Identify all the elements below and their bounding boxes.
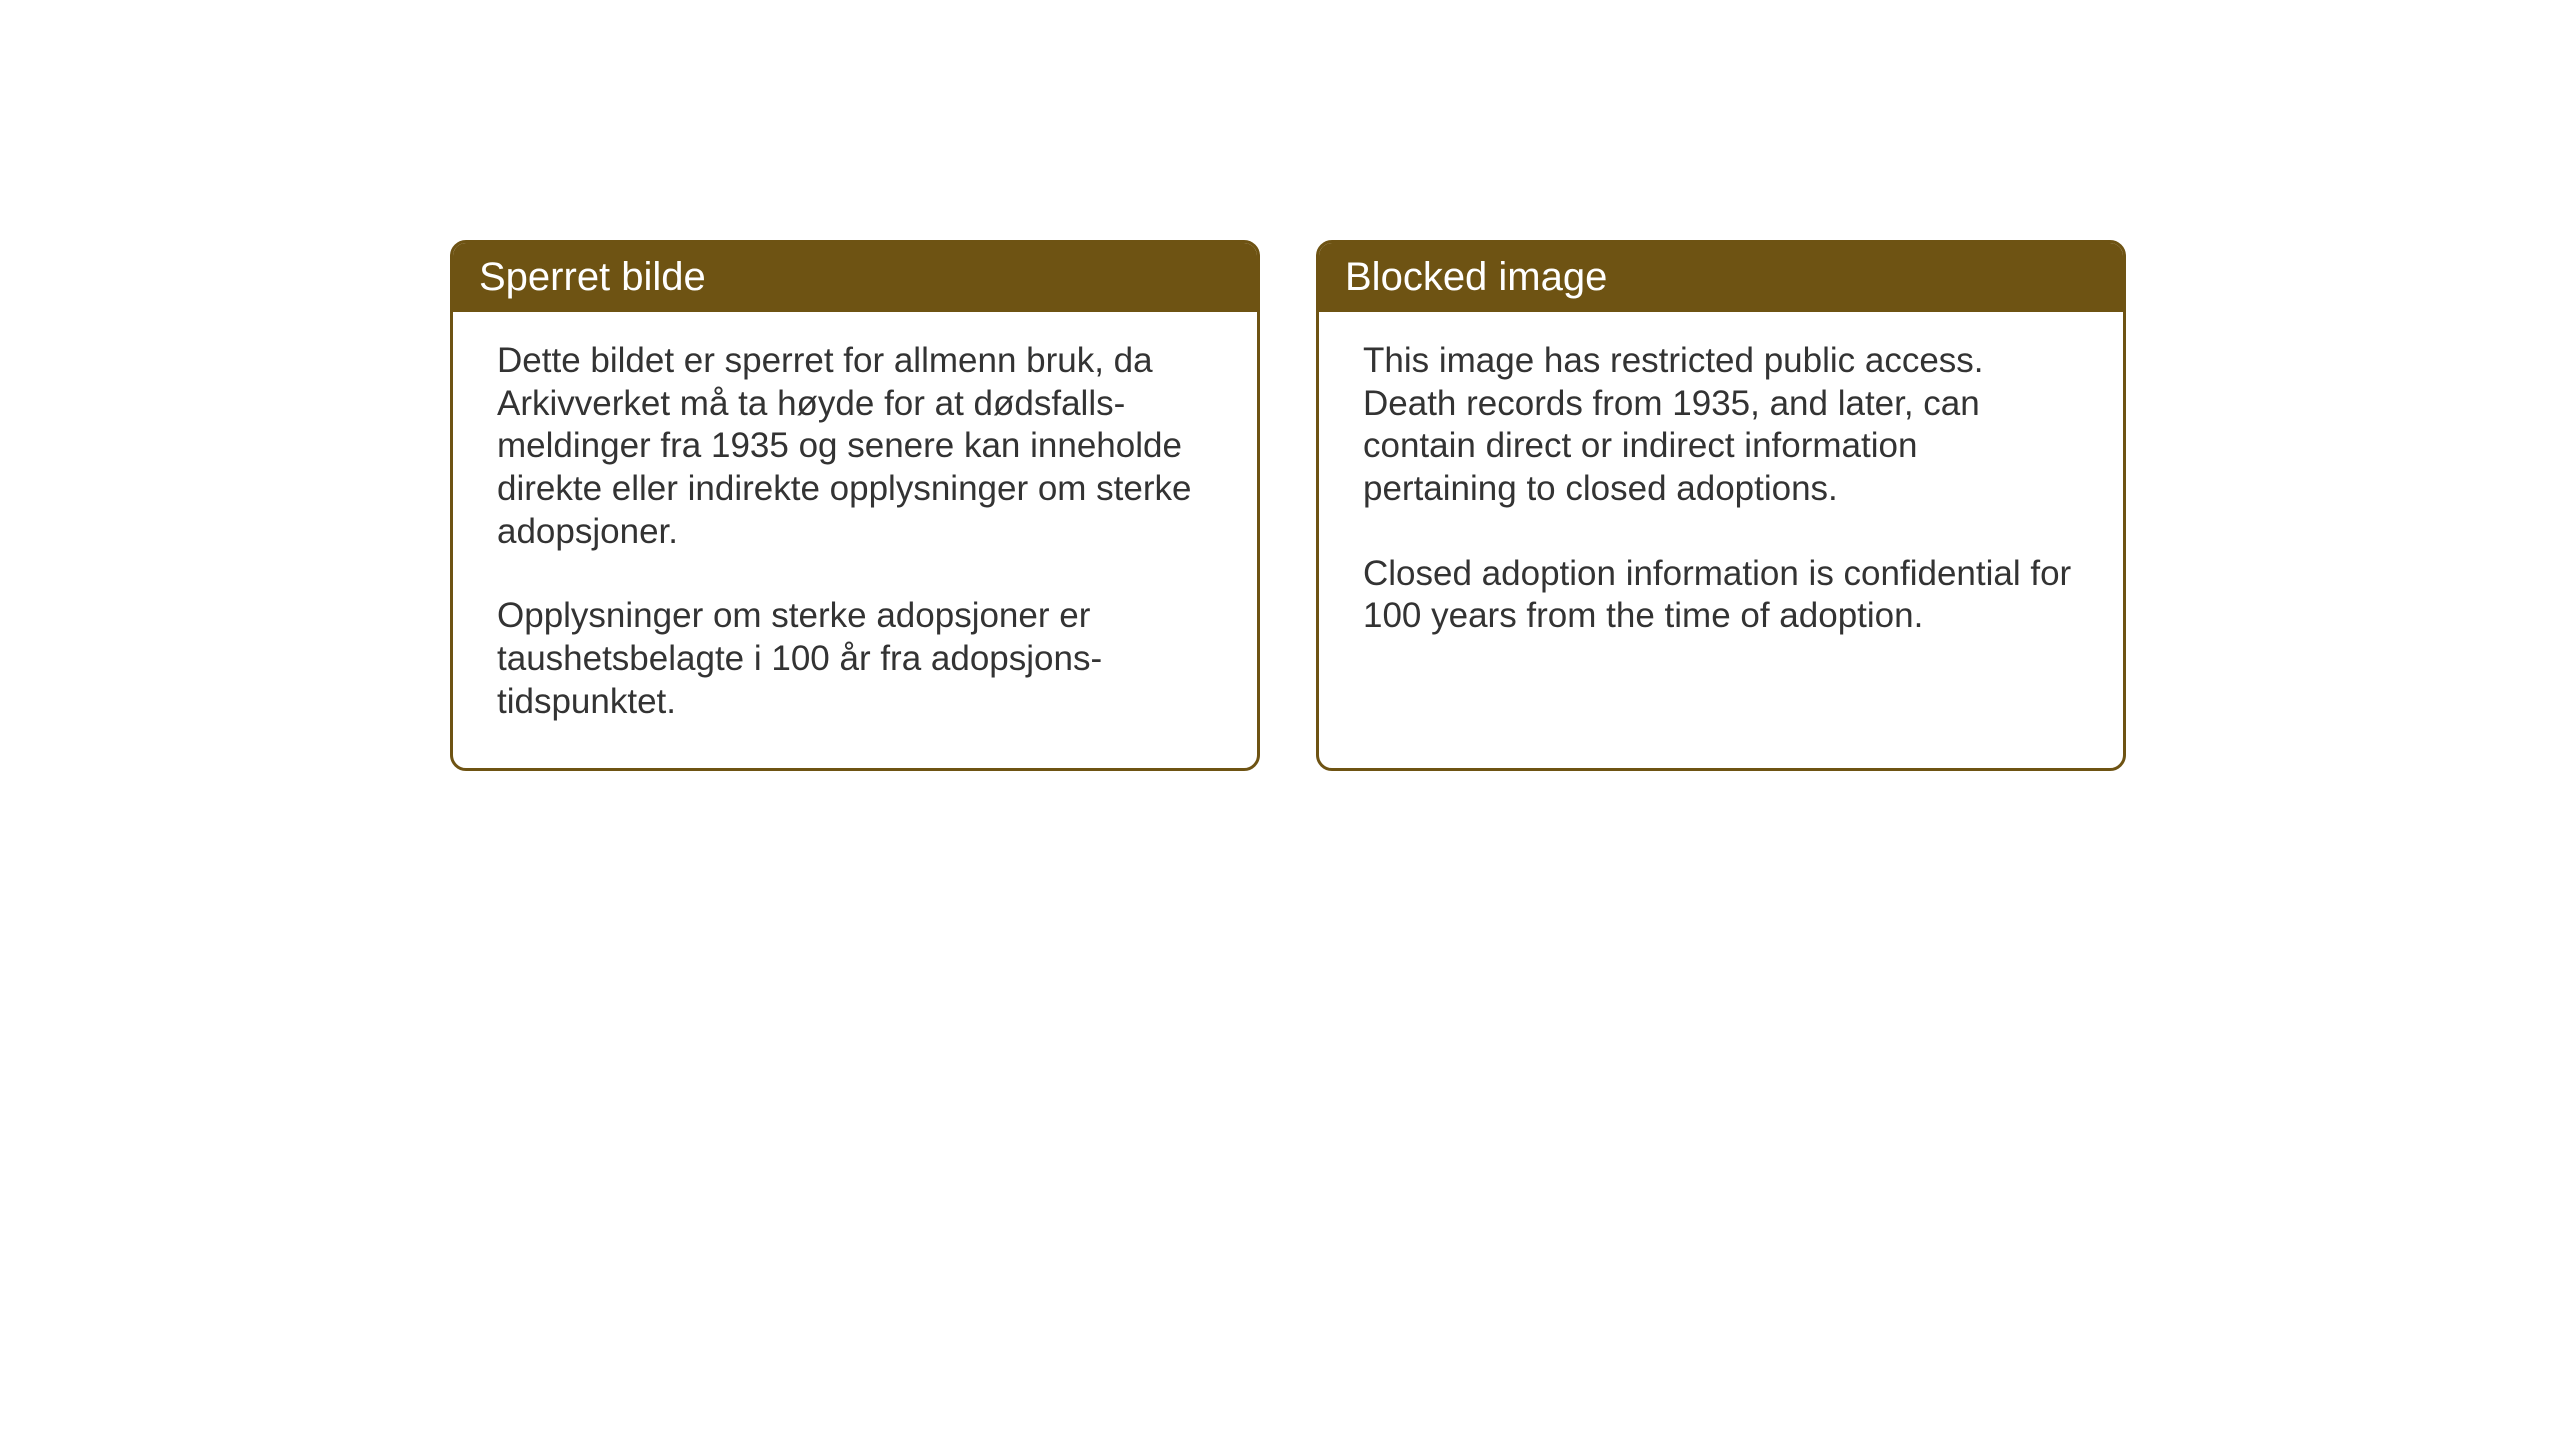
card-norwegian-header: Sperret bilde: [453, 243, 1257, 312]
card-norwegian-paragraph2: Opplysninger om sterke adopsjoner er tau…: [497, 595, 1213, 723]
card-english-header: Blocked image: [1319, 243, 2123, 312]
cards-container: Sperret bilde Dette bildet er sperret fo…: [450, 240, 2126, 771]
card-english-paragraph2: Closed adoption information is confident…: [1363, 553, 2079, 638]
card-english-title: Blocked image: [1345, 255, 1607, 299]
card-norwegian: Sperret bilde Dette bildet er sperret fo…: [450, 240, 1260, 771]
card-english-body: This image has restricted public access.…: [1319, 312, 2123, 682]
card-norwegian-title: Sperret bilde: [479, 255, 706, 299]
card-norwegian-body: Dette bildet er sperret for allmenn bruk…: [453, 312, 1257, 768]
card-english-paragraph1: This image has restricted public access.…: [1363, 340, 2079, 511]
card-norwegian-paragraph1: Dette bildet er sperret for allmenn bruk…: [497, 340, 1213, 553]
card-english: Blocked image This image has restricted …: [1316, 240, 2126, 771]
